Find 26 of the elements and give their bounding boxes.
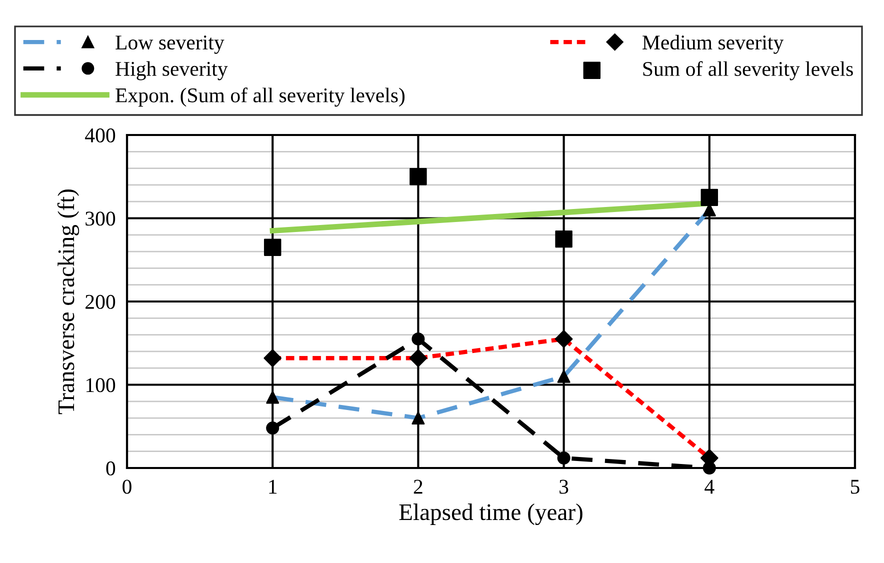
y-tick-label: 0	[106, 461, 116, 476]
point	[412, 332, 425, 346]
point	[702, 461, 716, 475]
y-tick-label: 400	[85, 128, 116, 142]
legend-label: Medium severity	[642, 34, 784, 54]
point	[264, 238, 282, 256]
legend-label: Low severity	[116, 36, 224, 54]
x-tick-label: 4	[704, 480, 714, 494]
legend-label: Expon. (Sum of all severity levels)	[116, 88, 405, 107]
point	[266, 422, 280, 435]
point	[410, 168, 427, 186]
y-tick-label: 300	[86, 212, 116, 226]
x-axis-title: Elapsed time (year)	[399, 504, 582, 526]
legend-label: Sum of all severity levels	[643, 61, 853, 80]
x-tick-label: 3	[560, 480, 568, 494]
point	[557, 452, 570, 465]
y-axis-title: Transverse cracking (ft)	[57, 190, 80, 414]
y-tick-label: 100	[86, 378, 116, 392]
x-tick-label: 1	[269, 480, 277, 494]
point	[700, 188, 718, 206]
x-tick-label: 0	[122, 480, 132, 494]
x-tick-label: 2	[414, 480, 422, 494]
x-tick-label: 5	[851, 480, 860, 494]
legend-label: High severity	[116, 61, 228, 80]
y-tick-label: 200	[86, 294, 116, 309]
point	[555, 230, 572, 248]
